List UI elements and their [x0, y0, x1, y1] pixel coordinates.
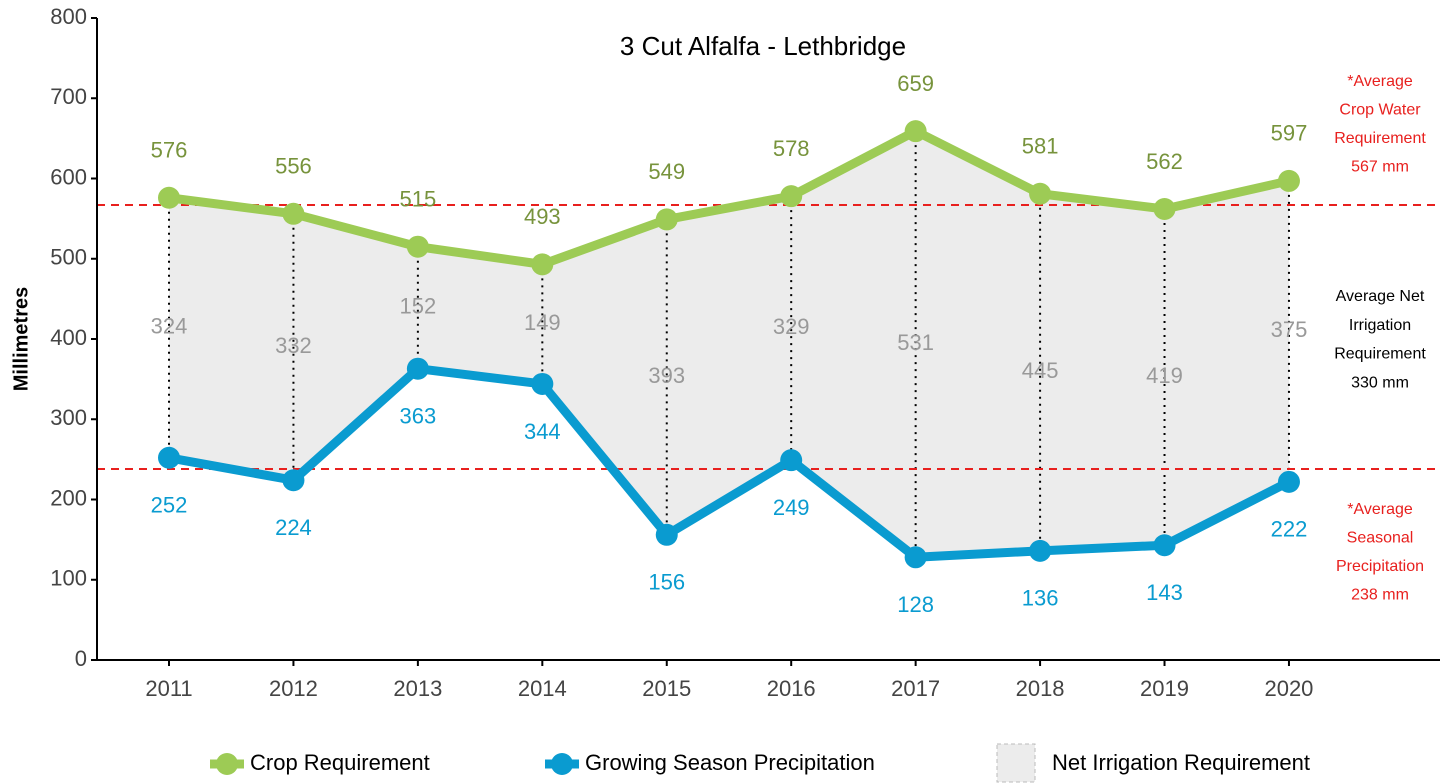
- data-label: 222: [1271, 517, 1308, 542]
- y-tick-label: 700: [50, 84, 87, 109]
- data-label: 515: [400, 187, 437, 212]
- reference-annotation: Seasonal: [1347, 530, 1414, 547]
- data-label: 549: [648, 159, 685, 184]
- data-label: 445: [1022, 358, 1059, 383]
- series-point: [1029, 182, 1052, 205]
- x-tick-label: 2016: [767, 676, 816, 701]
- data-label: 363: [400, 404, 437, 429]
- series-line: [168, 364, 1292, 562]
- series-point: [904, 546, 927, 569]
- series-point: [282, 469, 305, 492]
- series-line: [168, 126, 1290, 269]
- data-label: 332: [275, 333, 312, 358]
- data-label: 156: [648, 570, 685, 595]
- net-area: [169, 131, 1289, 558]
- data-label: 581: [1022, 134, 1059, 159]
- y-axis-title: Millimetres: [10, 287, 32, 391]
- data-label: 659: [897, 71, 934, 96]
- series-point: [1277, 169, 1300, 192]
- series-point: [158, 446, 180, 469]
- data-label: 324: [151, 314, 188, 339]
- net-annotation: Requirement: [1334, 346, 1426, 363]
- data-label: 393: [648, 363, 685, 388]
- y-tick-label: 400: [50, 325, 87, 350]
- x-tick-label: 2014: [518, 676, 567, 701]
- reference-annotation: Crop Water: [1339, 102, 1421, 119]
- series-point: [1153, 197, 1176, 220]
- series-point: [780, 449, 803, 472]
- data-label: 531: [897, 330, 934, 355]
- data-label: 128: [897, 592, 934, 617]
- data-label: 344: [524, 419, 561, 444]
- series-point: [1029, 539, 1052, 562]
- y-tick-label: 600: [50, 164, 87, 189]
- legend-swatch: [996, 743, 1036, 783]
- series-point: [1277, 470, 1300, 493]
- data-label: 152: [400, 294, 437, 319]
- net-annotation: Irrigation: [1349, 317, 1411, 334]
- x-tick-label: 2020: [1264, 676, 1313, 701]
- legend-label: Net Irrigation Requirement: [1052, 750, 1310, 775]
- series-point: [406, 235, 429, 258]
- data-label: 149: [524, 310, 561, 335]
- y-tick-label: 300: [50, 405, 87, 430]
- data-label: 419: [1146, 363, 1183, 388]
- data-label: 143: [1146, 580, 1183, 605]
- x-tick-label: 2019: [1140, 676, 1189, 701]
- y-tick-label: 500: [50, 245, 87, 270]
- x-tick-label: 2012: [269, 676, 318, 701]
- data-label: 224: [275, 515, 312, 540]
- reference-annotation: 238 mm: [1351, 587, 1409, 604]
- x-tick-label: 2013: [393, 676, 442, 701]
- legend-label: Crop Requirement: [250, 750, 430, 775]
- series-point: [531, 253, 554, 276]
- series-point: [1153, 534, 1176, 557]
- data-label: 249: [773, 495, 810, 520]
- series-point: [655, 523, 678, 546]
- data-label: 493: [524, 204, 561, 229]
- x-tick-label: 2017: [891, 676, 940, 701]
- series-point: [655, 208, 678, 231]
- data-label: 136: [1022, 586, 1059, 611]
- data-label: 375: [1271, 317, 1308, 342]
- series-point: [282, 202, 305, 225]
- series-point: [904, 120, 927, 143]
- series-point: [780, 185, 803, 208]
- chart-title: 3 Cut Alfalfa - Lethbridge: [620, 31, 906, 61]
- legend-label: Growing Season Precipitation: [585, 750, 875, 775]
- y-tick-label: 800: [50, 4, 87, 29]
- net-annotation: Average Net: [1336, 288, 1425, 305]
- data-label: 329: [773, 314, 810, 339]
- reference-annotation: 567 mm: [1351, 159, 1409, 176]
- data-label: 597: [1271, 121, 1308, 146]
- data-label: 252: [151, 493, 188, 518]
- series-point: [531, 372, 554, 395]
- series-point: [158, 186, 180, 209]
- data-label: 578: [773, 136, 810, 161]
- net-annotation: 330 mm: [1351, 374, 1409, 391]
- x-tick-label: 2018: [1016, 676, 1065, 701]
- legend-swatch: [216, 753, 238, 775]
- y-tick-label: 100: [50, 566, 87, 591]
- data-label: 562: [1146, 149, 1183, 174]
- data-label: 556: [275, 154, 312, 179]
- reference-annotation: Requirement: [1334, 130, 1426, 147]
- y-tick-label: 0: [75, 646, 87, 671]
- legend-swatch: [551, 753, 573, 775]
- reference-annotation: Precipitation: [1336, 558, 1424, 575]
- reference-annotation: *Average: [1347, 501, 1413, 518]
- data-label: 576: [151, 138, 188, 163]
- x-tick-label: 2015: [642, 676, 691, 701]
- series-point: [406, 357, 429, 380]
- x-tick-label: 2011: [145, 676, 192, 701]
- reference-annotation: *Average: [1347, 73, 1413, 90]
- y-tick-label: 200: [50, 485, 87, 510]
